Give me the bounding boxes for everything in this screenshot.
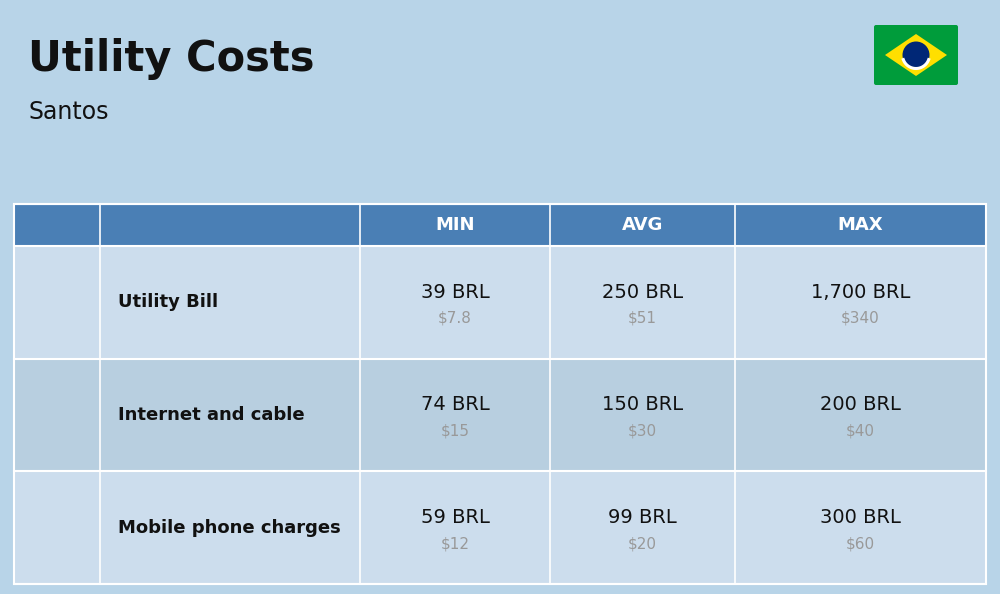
Polygon shape: [885, 34, 947, 76]
Text: $60: $60: [846, 536, 875, 551]
Text: $15: $15: [440, 424, 470, 438]
Text: $40: $40: [846, 424, 875, 438]
Text: 250 BRL: 250 BRL: [602, 283, 683, 302]
Text: 150 BRL: 150 BRL: [602, 396, 683, 415]
Text: $340: $340: [841, 311, 880, 326]
FancyBboxPatch shape: [14, 246, 986, 359]
Text: MAX: MAX: [838, 216, 883, 234]
Text: 59 BRL: 59 BRL: [421, 508, 489, 527]
Text: 99 BRL: 99 BRL: [608, 508, 677, 527]
Text: 74 BRL: 74 BRL: [421, 396, 489, 415]
Text: MIN: MIN: [435, 216, 475, 234]
Text: $30: $30: [628, 424, 657, 438]
Text: 200 BRL: 200 BRL: [820, 396, 901, 415]
Circle shape: [902, 42, 930, 68]
Text: Mobile phone charges: Mobile phone charges: [118, 519, 341, 536]
Text: $20: $20: [628, 536, 657, 551]
Text: 1,700 BRL: 1,700 BRL: [811, 283, 910, 302]
FancyBboxPatch shape: [14, 359, 986, 471]
Text: Santos: Santos: [28, 100, 108, 124]
Text: $7.8: $7.8: [438, 311, 472, 326]
FancyBboxPatch shape: [874, 25, 958, 85]
FancyBboxPatch shape: [14, 471, 986, 584]
Text: $12: $12: [440, 536, 470, 551]
Text: Internet and cable: Internet and cable: [118, 406, 305, 424]
Text: 300 BRL: 300 BRL: [820, 508, 901, 527]
Text: 39 BRL: 39 BRL: [421, 283, 489, 302]
Text: $51: $51: [628, 311, 657, 326]
Text: AVG: AVG: [622, 216, 663, 234]
Text: Utility Costs: Utility Costs: [28, 38, 314, 80]
Text: Utility Bill: Utility Bill: [118, 293, 218, 311]
FancyBboxPatch shape: [14, 204, 986, 246]
